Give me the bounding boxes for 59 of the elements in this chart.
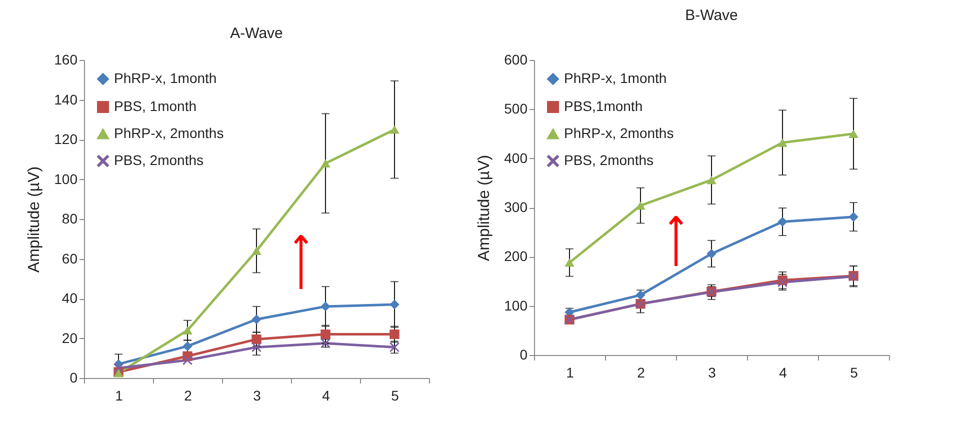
y-tick-label: 400 (504, 150, 528, 166)
y-axis-title: Amplitude (µV) (476, 154, 494, 262)
legend-label: PBS, 2months (564, 152, 654, 168)
y-tick-label: 200 (504, 248, 528, 264)
point (182, 326, 192, 334)
y-tick-label: 160 (54, 52, 78, 68)
point (390, 125, 400, 134)
point (778, 217, 788, 226)
y-tick-label: 120 (54, 131, 78, 147)
x-tick-label: 5 (850, 364, 858, 380)
point (706, 248, 716, 258)
chart-title: A-Wave (230, 25, 283, 42)
point (390, 330, 400, 340)
y-tick-label: 300 (504, 199, 528, 215)
y-tick-label: 0 (520, 346, 528, 362)
point (778, 138, 788, 147)
y-tick-label: 0 (70, 370, 78, 386)
y-tick-label: 140 (54, 91, 78, 108)
point (706, 176, 716, 184)
y-tick-label: 20 (62, 330, 78, 346)
y-tick-label: 600 (504, 52, 528, 68)
point (848, 130, 858, 138)
point (390, 300, 400, 310)
y-axis-title: Amplitude (µV) (26, 166, 44, 273)
y-tick-label: 60 (62, 250, 78, 266)
x-tick-label: 4 (322, 388, 330, 404)
point (182, 355, 192, 365)
point (252, 334, 262, 344)
chart-title: B-Wave (685, 7, 738, 24)
x-tick-label: 2 (184, 388, 192, 404)
legend-label: PhRP-x, 1month (114, 70, 217, 86)
y-tick-label: 500 (504, 100, 528, 117)
legend-label: PBS,1month (564, 98, 643, 114)
legend-label: PhRP-x, 2months (114, 125, 224, 141)
legend-label: PBS, 1month (114, 98, 196, 114)
x-tick-label: 3 (253, 388, 262, 404)
y-tick-label: 40 (62, 290, 78, 306)
point (636, 201, 646, 210)
x-tick-label: 2 (637, 364, 646, 380)
x-tick-label: 1 (115, 388, 124, 404)
legend-label: PhRP-x, 1month (564, 70, 667, 86)
x-tick-label: 1 (566, 364, 574, 380)
legend-label: PBS, 2months (114, 152, 204, 168)
x-tick-label: 5 (391, 388, 400, 404)
point (252, 246, 262, 255)
y-tick-label: 100 (54, 170, 78, 187)
point (320, 330, 330, 340)
point (252, 314, 262, 324)
point (564, 258, 574, 267)
point (848, 212, 858, 222)
point (252, 342, 262, 352)
point (320, 159, 330, 168)
legend-label: PhRP-x, 2months (564, 125, 674, 141)
x-tick-label: 4 (779, 364, 788, 380)
x-tick-label: 3 (708, 364, 716, 380)
y-tick-label: 100 (504, 297, 528, 314)
point (320, 302, 330, 312)
y-tick-label: 80 (62, 210, 78, 226)
point (114, 363, 124, 373)
